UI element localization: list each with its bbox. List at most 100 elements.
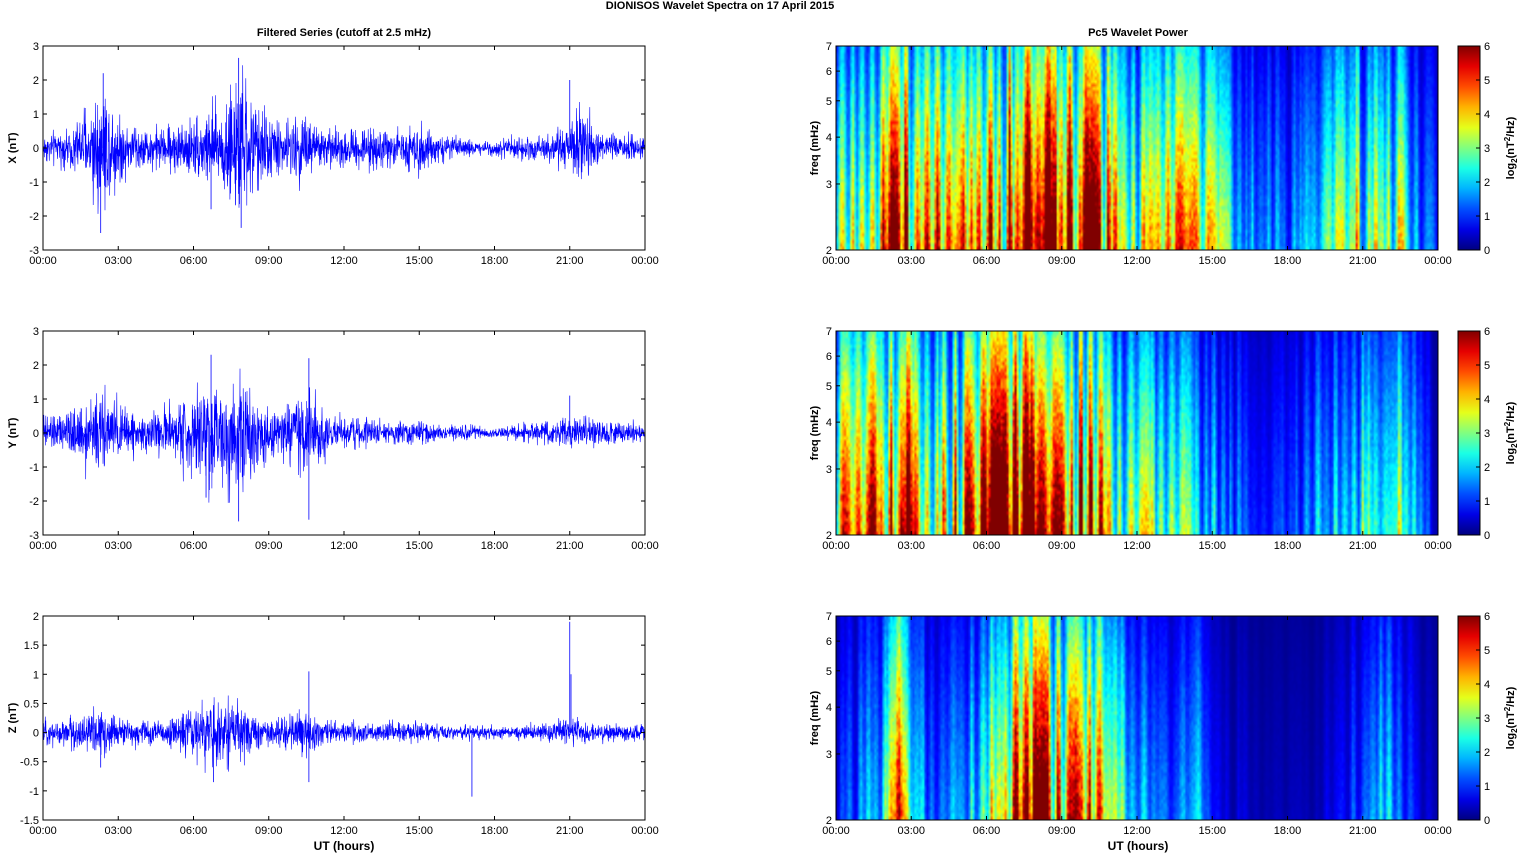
- colorbar-tick-label: 2: [1484, 747, 1490, 759]
- line-x-xtick-label: 15:00: [405, 255, 433, 267]
- line-y-xtick-label: 15:00: [405, 540, 433, 552]
- ytick-label: -1: [29, 462, 39, 474]
- ytick-label: 5: [826, 96, 832, 108]
- ytick-label: 3: [33, 326, 39, 338]
- ytick-label: -3: [29, 530, 39, 542]
- colorbar-tick-label: 1: [1484, 781, 1490, 793]
- heat-1-xtick-label: 21:00: [1349, 540, 1377, 552]
- heatmap-panel-y: 2 3 4 5 6 7 00:00 03:00 06:00 09:00 12:00 15:00 18:0…: [809, 326, 1519, 552]
- line-panel-y: -3 -2 -1 0 1 2 3 00:00 03:00 06:00 09:00 12:00 15:00…: [7, 326, 659, 552]
- colorbar-tick-label: 6: [1484, 611, 1490, 623]
- heatmap-panel-z: 2 3 4 5 6 7 00:00 03:00 06:00 09:00 12:00 15:00 18:0…: [809, 611, 1519, 837]
- heat-1-xtick-label: 09:00: [1048, 540, 1076, 552]
- ytick-label: 1: [33, 669, 39, 681]
- ytick-label: 7: [826, 611, 832, 623]
- ytick-label: -0.5: [20, 757, 39, 769]
- ylabel: freq (mHz): [809, 690, 821, 745]
- heat-2-xtick-label: 15:00: [1198, 825, 1226, 837]
- ytick-label: -2: [29, 211, 39, 223]
- heat-0-xtick-label: 00:00: [1424, 255, 1452, 267]
- line-z-xtick-label: 09:00: [255, 825, 283, 837]
- heat-1-xtick-label: 06:00: [973, 540, 1001, 552]
- ytick-label: 3: [826, 464, 832, 476]
- colorbar-tick-label: 3: [1484, 428, 1490, 440]
- heat-2-xtick-label: 09:00: [1048, 825, 1076, 837]
- line-z-xtick-label: 21:00: [556, 825, 584, 837]
- ytick-label: 2: [826, 530, 832, 542]
- heat-1-xtick-label: 03:00: [897, 540, 925, 552]
- colorbar-label: log2(nT2/Hz): [1503, 116, 1519, 179]
- ylabel: freq (mHz): [809, 120, 821, 175]
- colorbar-tick-label: 0: [1484, 245, 1490, 257]
- line-z-xtick-label: 06:00: [180, 825, 208, 837]
- line-x-xtick-label: 21:00: [556, 255, 584, 267]
- line-z-xtick-label: 18:00: [481, 825, 509, 837]
- colorbar-tick-label: 3: [1484, 143, 1490, 155]
- ytick-label: 0.5: [24, 698, 39, 710]
- colorbar-label: log2(nT2/Hz): [1503, 686, 1519, 749]
- ytick-label: 3: [33, 41, 39, 53]
- colorbar-tick-label: 6: [1484, 41, 1490, 53]
- colorbar-tick-label: 2: [1484, 177, 1490, 189]
- ytick-label: 4: [826, 132, 832, 144]
- colorbar-tick-label: 0: [1484, 530, 1490, 542]
- heat-1-xtick-label: 12:00: [1123, 540, 1151, 552]
- colorbar-tick-label: 6: [1484, 326, 1490, 338]
- colorbar-tick-label: 5: [1484, 360, 1490, 372]
- line-z-xtick-label: 00:00: [631, 825, 659, 837]
- heat-0-xtick-label: 03:00: [897, 255, 925, 267]
- ytick-label: 5: [826, 381, 832, 393]
- heat-2-xtick-label: 03:00: [897, 825, 925, 837]
- heat-1-xtick-label: 15:00: [1198, 540, 1226, 552]
- heat-0-xtick-label: 00:00: [822, 255, 850, 267]
- colorbar-tick-label: 2: [1484, 462, 1490, 474]
- heat-2-xtick-label: 00:00: [822, 825, 850, 837]
- line-x-xtick-label: 09:00: [255, 255, 283, 267]
- right-column-title: Pc5 Wavelet Power: [1088, 27, 1189, 39]
- ytick-label: 2: [826, 245, 832, 257]
- line-z-xtick-label: 15:00: [405, 825, 433, 837]
- heat-1-xtick-label: 18:00: [1274, 540, 1302, 552]
- ytick-label: 6: [826, 351, 832, 363]
- ytick-label: -1: [29, 177, 39, 189]
- heat-0-xtick-label: 18:00: [1274, 255, 1302, 267]
- ytick-label: 4: [826, 702, 832, 714]
- ytick-label: 6: [826, 636, 832, 648]
- series-z-trace: [42, 695, 646, 773]
- line-x-xtick-label: 06:00: [180, 255, 208, 267]
- line-z-xtick-label: 12:00: [330, 825, 358, 837]
- ytick-label: -2: [29, 496, 39, 508]
- heat-0-xtick-label: 15:00: [1198, 255, 1226, 267]
- line-x-xtick-label: 03:00: [104, 255, 132, 267]
- ytick-label: 0: [33, 428, 39, 440]
- plot-area: [43, 616, 645, 820]
- ytick-label: 6: [826, 66, 832, 78]
- ytick-label: 4: [826, 417, 832, 429]
- colorbar-tick-label: 5: [1484, 75, 1490, 87]
- heat-2-xtick-label: 00:00: [1424, 825, 1452, 837]
- ytick-label: 0: [33, 728, 39, 740]
- left-column-title: Filtered Series (cutoff at 2.5 mHz): [257, 27, 432, 39]
- colorbar-tick-label: 1: [1484, 211, 1490, 223]
- line-x-xtick-label: 18:00: [481, 255, 509, 267]
- line-x-xtick-label: 12:00: [330, 255, 358, 267]
- line-y-xtick-label: 03:00: [104, 540, 132, 552]
- line-z-xtick-label: 03:00: [104, 825, 132, 837]
- heat-2-xtick-label: 18:00: [1274, 825, 1302, 837]
- ytick-label: -1.5: [20, 815, 39, 827]
- colorbar-tick-label: 5: [1484, 645, 1490, 657]
- heat-0-xtick-label: 21:00: [1349, 255, 1377, 267]
- figure-title: DIONISOS Wavelet Spectra on 17 April 201…: [606, 0, 834, 12]
- wavelet-power-image: [836, 46, 1438, 250]
- colorbar-tick-label: 0: [1484, 815, 1490, 827]
- colorbar-tick-label: 4: [1484, 109, 1490, 121]
- left-xlabel: UT (hours): [314, 839, 375, 853]
- line-y-xtick-label: 12:00: [330, 540, 358, 552]
- wavelet-power-image: [836, 616, 1438, 820]
- ytick-label: 1.5: [24, 640, 39, 652]
- line-panel-x: -3 -2 -1 0 1 2 3 00:00 03:00 06:00 09:00 12:00 15:00…: [7, 41, 659, 267]
- ylabel: Z (nT): [7, 702, 19, 733]
- line-x-xtick-label: 00:00: [631, 255, 659, 267]
- heatmap-panel-x: 2 3 4 5 6 7 00:00 03:00 06:00 09:00 12:00 15:00 18:0…: [809, 41, 1519, 267]
